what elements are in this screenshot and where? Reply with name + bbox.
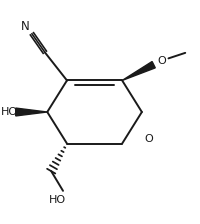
Text: O: O bbox=[144, 134, 152, 144]
Text: O: O bbox=[156, 56, 165, 66]
Text: HO: HO bbox=[1, 107, 18, 117]
Text: HO: HO bbox=[48, 195, 65, 205]
Polygon shape bbox=[16, 108, 47, 116]
Text: N: N bbox=[21, 20, 30, 33]
Polygon shape bbox=[122, 62, 155, 80]
